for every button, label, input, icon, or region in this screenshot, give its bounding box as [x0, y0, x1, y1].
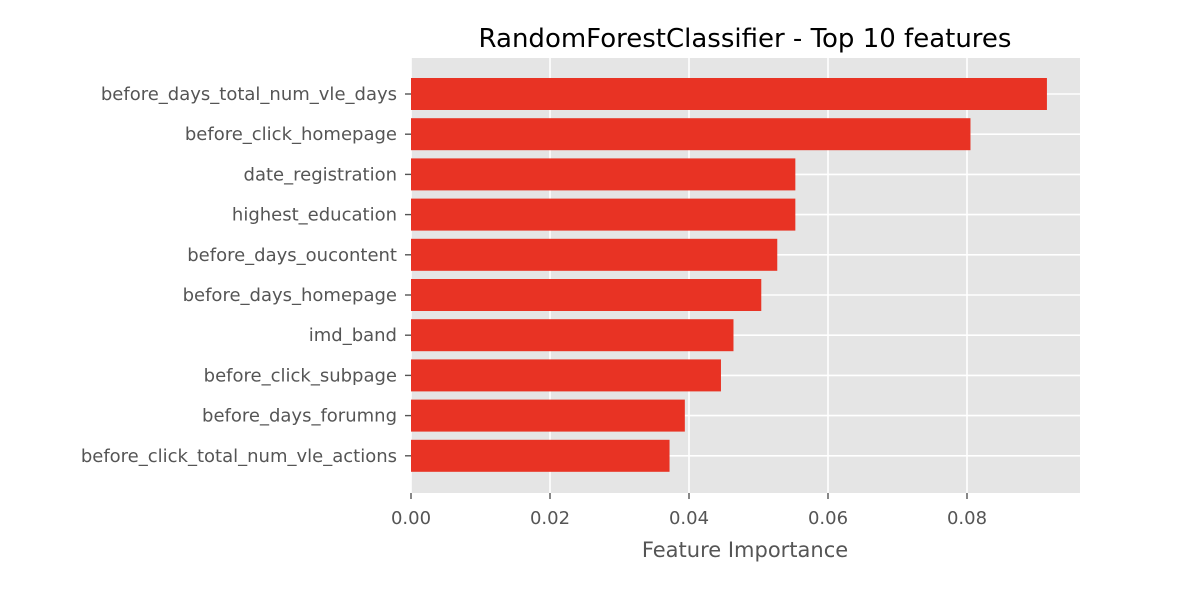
- x-axis-label: Feature Importance: [642, 538, 848, 562]
- category-label: before_days_forumng: [202, 406, 397, 427]
- x-tick-label: 0.04: [669, 508, 709, 529]
- bar-date-registration: [411, 158, 796, 191]
- bar-highest-education: [411, 198, 796, 231]
- category-label: imd_band: [309, 325, 397, 346]
- category-label: before_click_total_num_vle_actions: [81, 446, 397, 467]
- x-tick-label: 0.00: [391, 508, 431, 529]
- bar-before-days-forumng: [411, 399, 685, 432]
- category-labels: before_days_total_num_vle_days before_cli…: [81, 84, 411, 467]
- chart-title: RandomForestClassifier - Top 10 features: [479, 24, 1012, 54]
- bar-before-days-oucontent: [411, 238, 778, 271]
- x-tick-label: 0.06: [808, 508, 848, 529]
- category-label: before_days_oucontent: [187, 245, 397, 266]
- category-label: before_click_subpage: [204, 365, 397, 386]
- category-label: before_click_homepage: [185, 124, 397, 145]
- bar-before-click-total-num-vle-actions: [411, 439, 670, 472]
- bars: [411, 78, 1047, 472]
- x-tick-label: 0.02: [530, 508, 570, 529]
- category-label: highest_education: [232, 205, 397, 226]
- bar-before-click-homepage: [411, 118, 971, 151]
- category-label: date_registration: [244, 164, 397, 185]
- category-label: before_days_homepage: [183, 285, 397, 306]
- bar-before-days-total-num-vle-days: [411, 78, 1047, 110]
- bar-before-days-homepage: [411, 279, 762, 311]
- x-ticks: 0.00 0.02 0.04 0.06 0.08: [391, 493, 987, 529]
- bar-before-click-subpage: [411, 359, 721, 392]
- x-tick-label: 0.08: [947, 508, 987, 529]
- bar-imd-band: [411, 319, 734, 352]
- category-label: before_days_total_num_vle_days: [101, 84, 397, 105]
